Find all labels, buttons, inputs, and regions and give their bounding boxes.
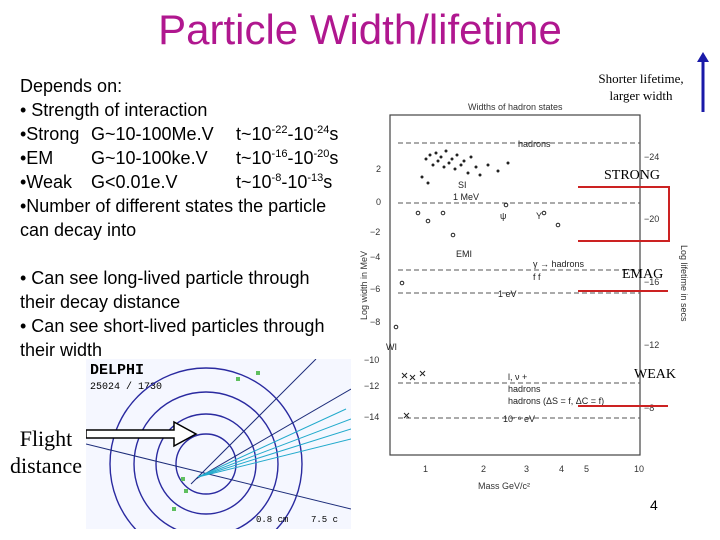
annotation-upsilon: Υ [536,211,542,221]
y-tick: −10 [364,355,379,365]
hadron-widths-plot: Widths of hadron states 2 0 −2 −4 −6 −8 … [359,102,688,491]
emag-divider [578,290,668,292]
annotation-hadrons-mid: hadrons [508,384,541,394]
y-tick: 2 [376,164,381,174]
annotation-si: SI [458,180,467,190]
strong-label: •Strong [20,124,80,144]
up-arrow-icon [697,52,709,112]
annotation-ff: f f [533,272,541,282]
x-axis-label: Mass GeV/c² [478,481,530,491]
x-tick: 5 [584,464,589,474]
y-tick: −12 [364,381,379,391]
annotation-lnu: l, ν + [508,372,527,382]
band-weak: WEAK [634,367,676,382]
y2-tick: −12 [644,340,659,350]
annotation-mev: 1 MeV [453,192,479,202]
y2-axis-label: Log lifetime in secs [679,245,688,322]
annotation-ev-small: 10⁻⁶ eV [503,414,535,424]
flight-arrow-icon [86,420,198,448]
x-tick: 2 [481,464,486,474]
hit-markers [172,371,260,511]
flight-distance-label: Flight distance [9,426,83,478]
scale-label-a: 0.8 cm [256,515,288,525]
annotation-psi: ψ [500,211,506,221]
annotation-gamma-hadrons: γ → hadrons [533,259,585,269]
scale-label-b: 7.5 c [311,515,338,525]
strong-bottom-line [578,240,670,242]
page-number: 4 [650,497,658,513]
weak-points [401,370,426,419]
weak-divider [578,405,668,407]
annotation-hadrons: hadrons [518,139,551,149]
detector-circles [109,367,303,529]
cyan-tracks [197,408,351,478]
weak-width: G<0.01e.V [91,172,178,192]
x-tick: 10 [634,464,644,474]
bullet-short-1: • Can see short-lived particles through [20,316,325,336]
bullet-states-1: •Number of different states the particle [20,196,327,216]
data-points [393,149,561,330]
y-axis-label: Log width in MeV [359,251,369,320]
delphi-event-display: DELPHI 25024 / 1730 0.8 cm 7.5 c [86,359,351,529]
x-tick: 3 [524,464,529,474]
bullet-weak: •Weak [20,172,72,193]
x-tick: 1 [423,464,428,474]
plot-frame [389,114,641,456]
event-display-background [86,359,351,529]
annotation-emi: EMI [456,249,472,259]
band-emag: EMAG [622,267,664,282]
y2-tick: −20 [644,214,659,224]
y2-tick: −24 [644,152,659,162]
strong-width: G~10-100Me.V [91,124,214,144]
y-tick: −14 [364,412,379,422]
depends-on-heading: Depends on: [20,76,123,96]
particle-tracks [86,359,351,510]
bullet-strong: •Strong [20,124,79,145]
annotation-hadrons-weak: hadrons (ΔS = f, ΔC = f) [508,396,604,406]
annotation-wi: WI [386,342,397,352]
bullet-em: •EM [20,148,53,169]
y-tick: 0 [376,197,381,207]
x-tick: 4 [559,464,564,474]
y2-tick: −16 [644,277,659,287]
strong-side-line [668,186,670,242]
bullet-long-2: their decay distance [20,292,181,312]
delphi-event-number: 25024 / 1730 [90,381,162,393]
y2-tick: −8 [644,403,654,413]
y-tick: −4 [370,252,380,262]
plot-title: Widths of hadron states [468,102,563,112]
bullet-states-2: can decay into [20,220,137,240]
bullet-long-1: • Can see long-lived particle through [20,268,310,288]
slide-title: Particle Width/lifetime [158,6,562,53]
shorter-lifetime-note: Shorter lifetime, larger width [598,71,684,103]
bullet-strength: • Strength of interaction [20,100,208,120]
strong-lifetime: t~10-22-10-24s [236,124,339,144]
y-tick: −8 [370,317,380,327]
strong-divider [578,186,668,188]
em-label: •EM [20,148,54,168]
band-strong: STRONG [604,168,661,183]
em-lifetime: t~10-16-10-20s [236,148,339,168]
weak-lifetime: t~10-8-10-13s [236,172,333,192]
weak-label: •Weak [20,172,72,192]
em-width: G~10-100ke.V [91,148,208,168]
annotation-ev: 1 eV [498,289,517,299]
y-tick: −2 [370,227,380,237]
y-tick: −6 [370,284,380,294]
bullet-short-2: their width [20,340,103,360]
delphi-label: DELPHI [90,362,144,379]
